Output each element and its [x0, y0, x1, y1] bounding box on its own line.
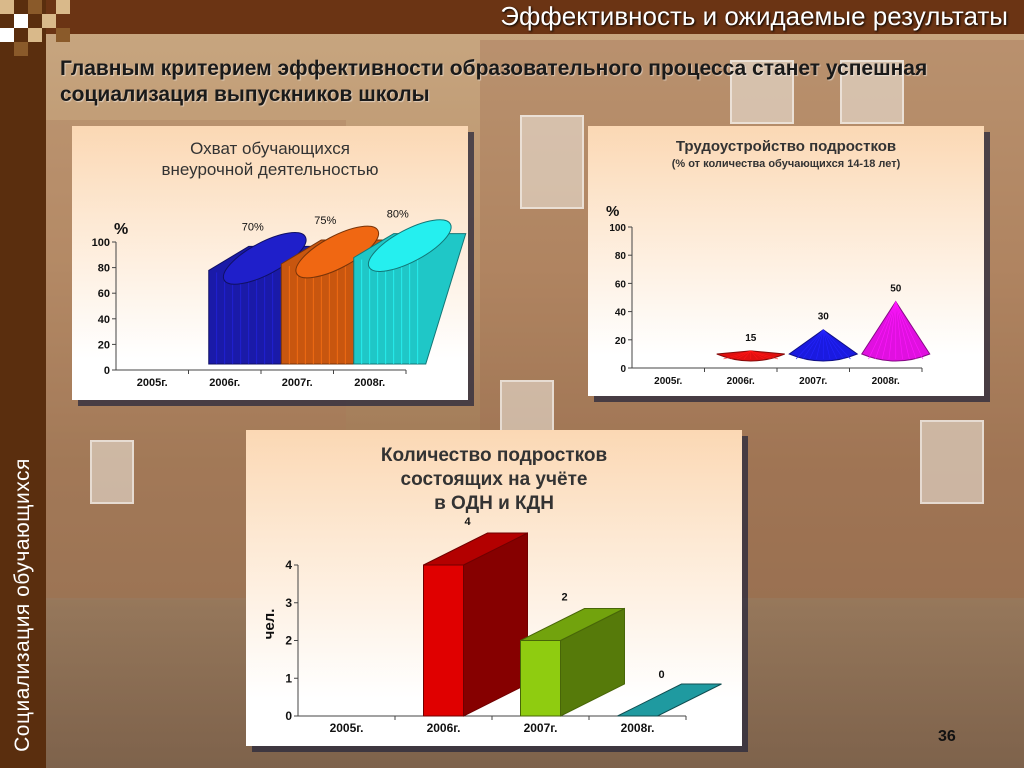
- y-tick-label: 0: [104, 365, 110, 377]
- x-tick-label: 2005г.: [330, 721, 364, 735]
- sidebar: Социализация обучающихся: [0, 0, 46, 768]
- data-label: 70%: [242, 221, 264, 233]
- y-tick-label: 60: [615, 279, 627, 290]
- chart-panel-registered: Количество подростков состоящих на учёте…: [246, 430, 742, 746]
- bar-cone: [861, 300, 931, 362]
- y-tick-label: 60: [98, 288, 110, 300]
- y-tick-label: 20: [98, 339, 110, 351]
- cone-stripe: [895, 301, 924, 360]
- data-label: 50: [890, 284, 902, 295]
- bar-box: [617, 683, 722, 717]
- x-tick-label: 2005г.: [654, 376, 682, 387]
- data-label: 30: [818, 312, 830, 323]
- bar-cap: [367, 219, 452, 272]
- y-tick-label: 80: [615, 251, 627, 262]
- cone-stripe: [822, 329, 838, 360]
- bar-cap: [222, 232, 307, 285]
- x-tick-label: 2008г.: [354, 377, 385, 389]
- cone-stripe: [888, 301, 897, 360]
- slide-number: 36: [938, 728, 956, 745]
- data-label: 80%: [387, 209, 409, 221]
- y-axis-label: %: [606, 203, 619, 220]
- y-tick-label: 100: [92, 237, 110, 249]
- y-tick-label: 1: [285, 671, 292, 685]
- chart1-title: Охват обучающихся внеурочной деятельност…: [161, 139, 379, 179]
- x-tick-label: 2007г.: [799, 376, 827, 387]
- x-tick-label: 2005г.: [137, 377, 168, 389]
- y-axis-label: %: [114, 221, 128, 238]
- chart3-title: Количество подростков состоящих на учёте…: [380, 445, 608, 514]
- x-tick-label: 2008г.: [621, 721, 655, 735]
- page-title: Эффективность и ожидаемые результаты: [500, 1, 1008, 31]
- bar-cap: [295, 225, 380, 279]
- y-tick-label: 100: [609, 223, 626, 234]
- bar-box: [423, 532, 528, 717]
- y-tick-label: 80: [98, 263, 110, 275]
- y-tick-label: 0: [285, 709, 292, 723]
- bar-cylinder: [353, 219, 467, 365]
- chart-panel-activity: Охват обучающихся внеурочной деятельност…: [72, 126, 468, 400]
- bar-front: [520, 640, 561, 717]
- chart2-title: Трудоустройство подростков: [675, 138, 897, 155]
- bar-box: [520, 607, 625, 717]
- page-subtitle: Главным критерием эффективности образова…: [60, 57, 928, 106]
- checker-decoration: [0, 0, 80, 56]
- data-label: 2: [561, 592, 567, 604]
- chart2-subtitle: (% от количества обучающихся 14-18 лет): [671, 158, 901, 170]
- cone-stripe: [895, 301, 917, 360]
- chart2-svg: 0 20 40 60 80 100 2005г. 2006г. 2007г. 2008г.% 15 3…: [606, 203, 931, 387]
- cone-stripe: [750, 350, 765, 360]
- cone-stripe: [823, 329, 844, 360]
- y-tick-label: 3: [285, 596, 292, 610]
- bar-flat: [617, 683, 722, 717]
- y-tick-label: 0: [620, 364, 626, 375]
- cone-stripe: [736, 350, 751, 360]
- cone-stripe: [750, 350, 758, 360]
- x-tick-label: 2008г.: [872, 376, 900, 387]
- y-tick-label: 2: [285, 634, 292, 648]
- data-label: 4: [464, 516, 471, 528]
- x-tick-label: 2006г.: [727, 376, 755, 387]
- cone-stripe: [895, 301, 903, 360]
- cone-stripe: [816, 329, 824, 360]
- data-label: 0: [658, 669, 664, 681]
- cone-stripe: [822, 329, 831, 360]
- sidebar-vertical-text: Социализация обучающихся: [11, 458, 34, 752]
- cone-stripe: [730, 350, 751, 360]
- cone-stripe: [823, 329, 851, 360]
- cone-stripe: [723, 350, 751, 360]
- cone-stripe: [750, 350, 772, 360]
- chart3-svg: 0 1 2 3 4 2005г. 2006г. 2007г. 2008г. чел. 4 2 0: [261, 516, 722, 735]
- cone-stripe: [743, 350, 751, 360]
- cone-stripe: [875, 301, 897, 360]
- x-tick-label: 2007г.: [282, 377, 313, 389]
- x-tick-label: 2006г.: [427, 721, 461, 735]
- chart1-svg: 0 20 40 60 80 100 2005г. 2006г. 2007г. 2008г.% 70%…: [92, 209, 467, 389]
- cone-stripe: [868, 301, 897, 360]
- y-tick-label: 40: [98, 314, 110, 326]
- y-axis-label: чел.: [261, 609, 278, 640]
- bar-front: [423, 564, 464, 717]
- cone-stripe: [895, 301, 910, 360]
- data-label: 75%: [314, 215, 336, 227]
- y-tick-label: 40: [615, 308, 627, 319]
- x-tick-label: 2006г.: [209, 377, 240, 389]
- bar-cone: [716, 350, 785, 362]
- cone-stripe: [795, 329, 824, 360]
- x-tick-label: 2007г.: [524, 721, 558, 735]
- cone-stripe: [809, 329, 824, 360]
- y-tick-label: 20: [615, 336, 627, 347]
- cone-stripe: [750, 350, 779, 360]
- bar-cone: [788, 329, 859, 362]
- data-label: 15: [745, 333, 757, 344]
- chart-panel-employment: Трудоустройство подростков (% от количес…: [588, 126, 984, 396]
- header-bar: [46, 0, 1024, 34]
- cone-stripe: [802, 329, 824, 360]
- cone-stripe: [881, 301, 897, 360]
- y-tick-label: 4: [285, 558, 292, 572]
